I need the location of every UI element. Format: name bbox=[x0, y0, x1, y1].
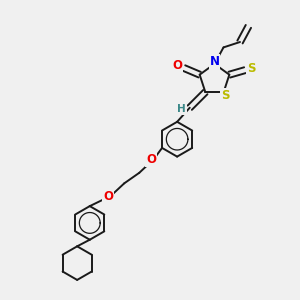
Text: O: O bbox=[103, 190, 113, 203]
Text: S: S bbox=[247, 62, 256, 75]
Text: O: O bbox=[146, 153, 156, 167]
Text: H: H bbox=[177, 104, 186, 114]
Text: O: O bbox=[172, 58, 182, 72]
Text: S: S bbox=[221, 89, 230, 102]
Text: N: N bbox=[209, 55, 220, 68]
